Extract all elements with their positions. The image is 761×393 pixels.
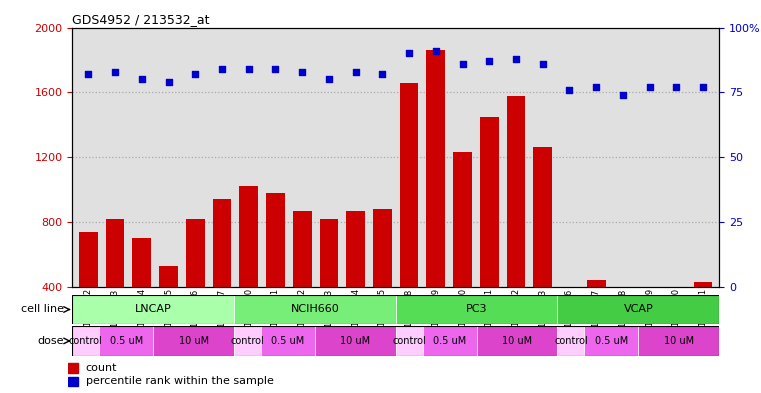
Text: PC3: PC3 (466, 305, 487, 314)
Text: control: control (231, 336, 264, 346)
Text: 10 uM: 10 uM (340, 336, 371, 346)
Bar (234, 326, 261, 356)
Point (510, 55, 522, 62)
Bar (234, 295, 396, 324)
Bar (454, 152, 472, 352)
Bar (422, 326, 476, 356)
Bar (426, 50, 445, 352)
Text: 0.5 uM: 0.5 uM (110, 336, 143, 346)
Text: control: control (393, 336, 426, 346)
Point (670, 84, 683, 90)
Bar (560, 298, 579, 352)
Point (296, 68, 308, 75)
Point (483, 58, 495, 64)
Point (457, 61, 469, 67)
Point (323, 76, 335, 83)
Text: 0.5 uM: 0.5 uM (594, 336, 628, 346)
Bar (507, 95, 525, 352)
Bar (266, 193, 285, 352)
Point (109, 68, 121, 75)
Bar (396, 326, 422, 356)
Bar (293, 211, 311, 352)
Bar (159, 266, 178, 352)
Point (563, 86, 575, 93)
Point (537, 61, 549, 67)
Text: VCAP: VCAP (623, 305, 653, 314)
Bar (72, 295, 234, 324)
Bar (99, 326, 153, 356)
Bar (186, 219, 205, 352)
Point (189, 71, 202, 77)
Bar (106, 219, 124, 352)
Bar (476, 326, 557, 356)
Bar (613, 306, 632, 352)
Text: 10 uM: 10 uM (179, 336, 209, 346)
Text: 10 uM: 10 uM (502, 336, 532, 346)
Point (590, 84, 602, 90)
Text: NCIH660: NCIH660 (291, 305, 339, 314)
Point (697, 84, 709, 90)
Bar (584, 326, 638, 356)
Bar (587, 280, 606, 352)
Point (269, 66, 282, 72)
Text: percentile rank within the sample: percentile rank within the sample (85, 376, 273, 386)
Bar (638, 326, 719, 356)
Text: 0.5 uM: 0.5 uM (433, 336, 466, 346)
Bar (400, 83, 419, 352)
Bar (132, 238, 151, 352)
Point (243, 66, 255, 72)
Bar (79, 232, 97, 352)
Point (82, 71, 94, 77)
Text: control: control (554, 336, 587, 346)
Bar (396, 295, 557, 324)
Point (162, 79, 174, 85)
Bar (640, 301, 659, 352)
Text: GDS4952 / 213532_at: GDS4952 / 213532_at (72, 13, 210, 26)
Bar (346, 211, 365, 352)
Bar (68, 377, 78, 386)
Bar (320, 219, 338, 352)
Text: control: control (69, 336, 103, 346)
Point (430, 48, 442, 54)
Point (644, 84, 656, 90)
Bar (557, 295, 719, 324)
Bar (373, 209, 392, 352)
Point (349, 68, 361, 75)
Bar (212, 199, 231, 352)
Bar (153, 326, 234, 356)
Bar (315, 326, 396, 356)
Text: dose: dose (38, 336, 64, 346)
Bar (557, 326, 584, 356)
Point (617, 92, 629, 98)
Bar (533, 147, 552, 352)
Bar (261, 326, 315, 356)
Point (216, 66, 228, 72)
Point (376, 71, 388, 77)
Bar (240, 186, 258, 352)
Bar (72, 326, 99, 356)
Text: 0.5 uM: 0.5 uM (271, 336, 304, 346)
Text: LNCAP: LNCAP (135, 305, 171, 314)
Bar (68, 364, 78, 373)
Point (403, 50, 416, 57)
Text: 10 uM: 10 uM (664, 336, 694, 346)
Bar (480, 117, 498, 352)
Bar (694, 282, 712, 352)
Text: count: count (85, 363, 117, 373)
Text: cell line: cell line (21, 305, 64, 314)
Point (135, 76, 148, 83)
Bar (667, 292, 686, 352)
